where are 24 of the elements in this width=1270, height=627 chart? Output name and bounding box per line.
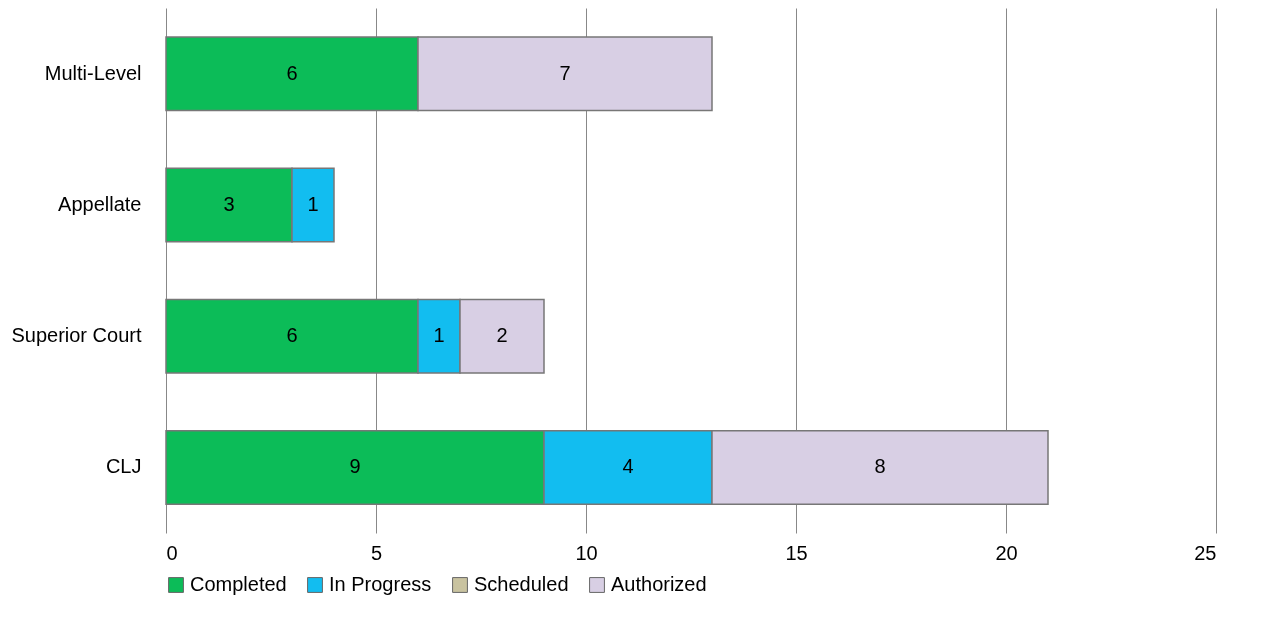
legend-label: Completed (190, 573, 287, 595)
legend-label: Authorized (611, 573, 707, 595)
x-tick-label: 0 (166, 541, 178, 564)
y-tick-label: CLJ (105, 455, 142, 478)
legend-label: In Progress (329, 573, 432, 595)
x-tick-label: 20 (995, 541, 1018, 564)
data-label: 4 (622, 455, 634, 478)
data-label: 2 (496, 324, 508, 347)
data-label: 6 (286, 324, 298, 347)
x-tick-label: 15 (785, 541, 808, 564)
data-label: 7 (559, 61, 571, 84)
legend-label: Scheduled (474, 573, 569, 595)
data-label: 1 (433, 324, 445, 347)
data-label: 8 (874, 455, 886, 478)
data-label: 1 (307, 192, 319, 215)
x-tick-label: 10 (575, 541, 598, 564)
data-label: 6 (286, 61, 298, 84)
y-tick-label: Multi-Level (44, 61, 142, 84)
y-tick-label: Appellate (58, 192, 142, 215)
data-label: 9 (349, 455, 361, 478)
x-tick-label: 25 (1194, 541, 1217, 564)
y-tick-label: Superior Court (11, 324, 142, 347)
data-label: 3 (223, 192, 235, 215)
x-tick-label: 5 (370, 541, 383, 564)
